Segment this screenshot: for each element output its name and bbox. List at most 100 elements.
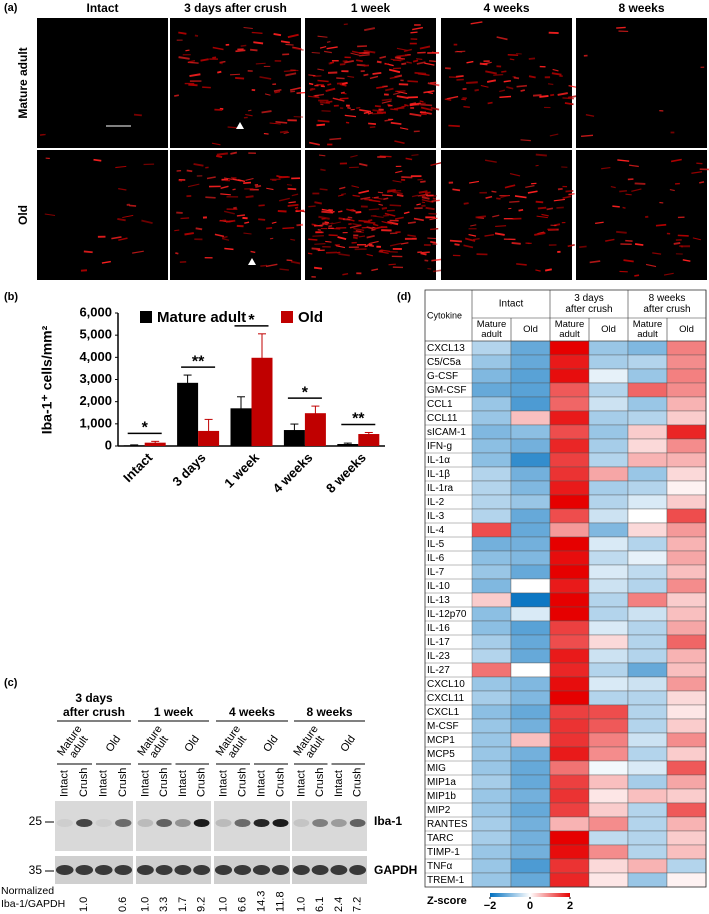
heatmap-cell (510, 452, 551, 468)
texture (528, 57, 536, 60)
texture (421, 196, 430, 200)
texture (227, 126, 238, 129)
texture (219, 219, 227, 222)
texture (291, 193, 299, 197)
texture (406, 61, 412, 64)
texture (645, 263, 657, 268)
texture (409, 112, 422, 117)
heatmap-cell (588, 872, 629, 888)
band (156, 819, 172, 827)
texture (617, 159, 630, 162)
texture (214, 233, 225, 238)
texture (323, 50, 332, 54)
texture (374, 226, 383, 230)
texture (652, 252, 662, 255)
heatmap-cell (666, 844, 707, 860)
micrograph (37, 150, 168, 280)
texture (352, 236, 358, 240)
texture (318, 154, 326, 157)
texture (634, 243, 644, 246)
texture (392, 190, 403, 196)
texture (677, 234, 689, 237)
heatmap-cell (549, 676, 590, 692)
heatmap-cell (666, 620, 707, 636)
panel-label: (d) (397, 291, 411, 303)
subgroup-label: Old (261, 733, 281, 754)
texture (328, 224, 333, 228)
subgroup-label: Old (338, 733, 358, 754)
texture (245, 195, 254, 199)
texture (364, 27, 376, 32)
texture (567, 243, 575, 248)
heatmap-cell (549, 620, 590, 636)
column-header: Old (601, 324, 616, 335)
texture (309, 88, 316, 91)
texture (454, 50, 466, 53)
texture (308, 74, 316, 77)
heatmap-cell (510, 424, 551, 440)
band (94, 865, 113, 875)
heatmap-cell (588, 620, 629, 636)
texture (535, 200, 544, 204)
texture (381, 206, 388, 210)
heatmap-cell (666, 452, 707, 468)
heatmap-cell (588, 774, 629, 790)
marker-label: 35 (29, 863, 43, 877)
group-title: 8 weeks (306, 705, 352, 719)
texture (372, 109, 382, 112)
protein-label: GAPDH (374, 863, 417, 877)
heatmap-cell (627, 676, 668, 692)
band (175, 819, 191, 827)
texture (536, 215, 548, 219)
heatmap-cell (549, 550, 590, 566)
texture (379, 55, 387, 59)
heatmap-cell (627, 494, 668, 510)
texture (409, 102, 417, 106)
texture (424, 191, 431, 195)
normalized-label: Iba-1/GAPDH (1, 898, 65, 910)
texture (243, 181, 252, 185)
heatmap-cell (510, 718, 551, 734)
texture (350, 154, 358, 158)
texture (188, 59, 196, 63)
texture (565, 190, 574, 193)
texture (263, 133, 269, 135)
heatmap-cell (588, 732, 629, 748)
texture (195, 227, 203, 231)
row-label: IL-13 (427, 595, 450, 606)
texture (634, 274, 640, 277)
heatmap-cell (627, 732, 668, 748)
heatmap-cell (510, 354, 551, 370)
lane-label: Intact (295, 770, 307, 797)
texture (396, 193, 404, 198)
band (349, 865, 367, 875)
column-header: adult (637, 329, 658, 340)
x-tick-label: 8 weeks (323, 450, 369, 496)
texture (337, 210, 343, 213)
texture (337, 236, 347, 240)
heatmap-cell (510, 774, 551, 790)
colorbar-tick-label: 2 (567, 900, 573, 912)
subgroup-label: Old (104, 733, 124, 754)
heatmap-cell (588, 606, 629, 622)
heatmap-cell (588, 550, 629, 566)
texture (220, 185, 229, 190)
texture (446, 95, 459, 100)
lane-label: Intact (217, 770, 229, 797)
texture (202, 86, 211, 89)
texture (285, 43, 294, 46)
texture (342, 272, 349, 276)
texture (670, 158, 682, 163)
heatmap-cell (471, 368, 512, 384)
heatmap-cell (549, 606, 590, 622)
texture (377, 191, 384, 194)
texture (129, 204, 137, 207)
texture (290, 260, 301, 265)
row-label: GM-CSF (427, 385, 466, 396)
texture (211, 142, 221, 146)
bar (358, 434, 380, 446)
normalized-value: 14.3 (255, 891, 267, 912)
texture (655, 223, 667, 227)
texture (421, 198, 434, 203)
heatmap-cell (627, 872, 668, 888)
